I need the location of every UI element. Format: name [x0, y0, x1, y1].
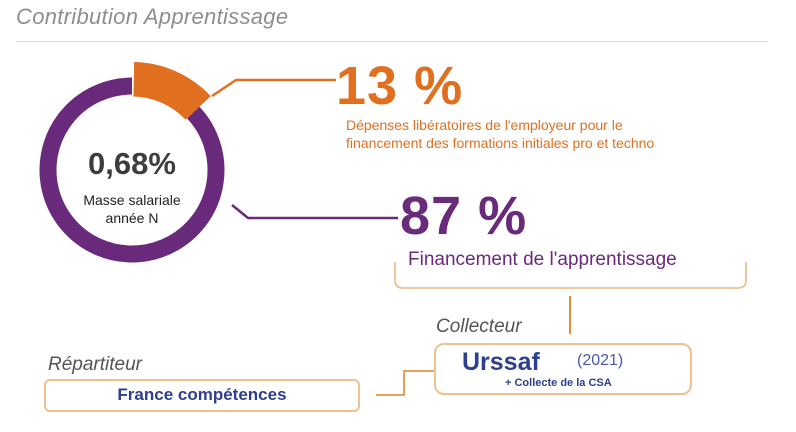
france-competences-name: France compétences [117, 385, 287, 404]
bracket-financement [394, 262, 747, 289]
urssaf-year: (2021) [577, 352, 624, 369]
purple-desc: Financement de l'apprentissage [408, 249, 677, 270]
page-title: Contribution Apprentissage [16, 4, 289, 29]
collecteur-label: Collecteur [436, 316, 522, 337]
center-label-line1: Masse salariale [83, 192, 181, 208]
donut-segment-orange [133, 62, 211, 120]
orange-percent: 13 % [336, 56, 464, 116]
orange-desc-line2: financement des formations initiales pro… [346, 135, 655, 151]
center-label-line2: année N [105, 210, 159, 226]
urssaf-name: Urssaf [462, 348, 540, 376]
connector-repartiteur [376, 370, 434, 396]
connector-purple [231, 204, 398, 220]
collecteur-box [434, 343, 692, 395]
connector-orange [211, 78, 336, 98]
title-divider [16, 41, 768, 42]
urssaf-subtitle: + Collecte de la CSA [505, 377, 612, 389]
center-value: 0,68% [88, 146, 176, 181]
orange-desc-line1: Dépenses libératoires de l'employeur pou… [346, 117, 623, 133]
repartiteur-box [44, 379, 360, 412]
purple-percent: 87 % [400, 186, 528, 246]
donut-segment-purple [39, 77, 225, 263]
repartiteur-label: Répartiteur [48, 354, 142, 375]
